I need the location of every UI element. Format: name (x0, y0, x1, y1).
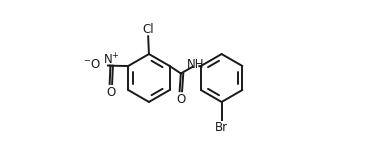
Text: O: O (106, 86, 115, 99)
Text: NH: NH (187, 58, 204, 71)
Text: O: O (176, 93, 186, 106)
Text: $^{-}$O: $^{-}$O (83, 58, 101, 71)
Text: Br: Br (215, 121, 228, 134)
Text: N$^{+}$: N$^{+}$ (103, 52, 120, 68)
Text: Cl: Cl (142, 23, 154, 36)
